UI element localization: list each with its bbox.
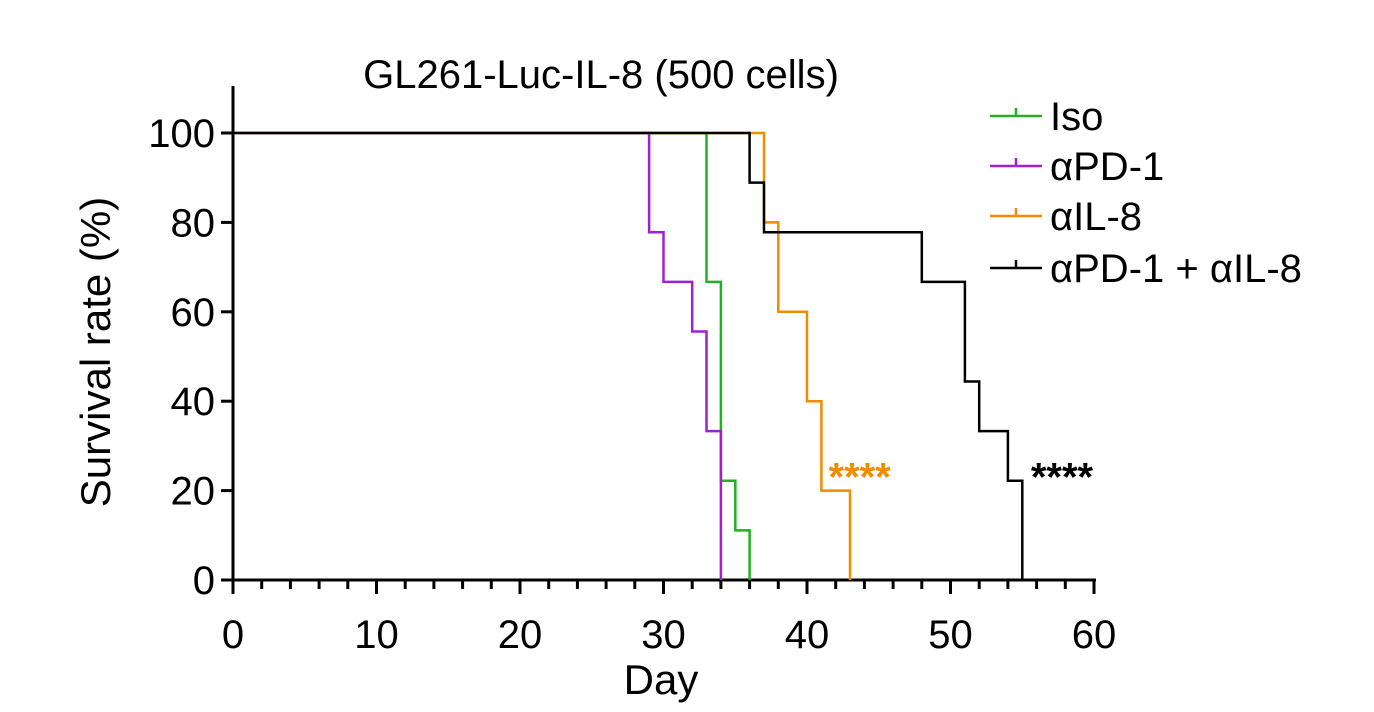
series-line-3 <box>233 131 1024 580</box>
annotation-layer: **** **** <box>829 455 1094 499</box>
legend-label: αPD-1 + αIL-8 <box>1050 247 1302 291</box>
significance-marker: **** <box>1031 455 1094 499</box>
x-axis-label: Day <box>624 656 699 703</box>
x-tick-label: 0 <box>222 613 244 657</box>
x-tick-label: 10 <box>354 613 399 657</box>
y-tick-label: 20 <box>171 470 216 514</box>
y-tick-label: 0 <box>193 559 215 603</box>
series-layer <box>233 131 1024 580</box>
y-axis-label: Survival rate (%) <box>72 197 119 507</box>
legend: Iso αPD-1 αIL-8 αPD-1 + αIL-8 <box>990 95 1302 291</box>
significance-marker: **** <box>829 455 892 499</box>
x-tick-label: 20 <box>498 613 543 657</box>
x-tick-label: 50 <box>928 613 973 657</box>
x-tick-label: 30 <box>641 613 686 657</box>
x-tick-label: 60 <box>1072 613 1117 657</box>
y-tick-label: 40 <box>171 380 216 424</box>
series-line-0 <box>233 131 751 580</box>
y-tick-label: 60 <box>171 291 216 335</box>
x-axis-ticks: 0 10 20 30 40 50 60 <box>222 580 1116 657</box>
legend-label: Iso <box>1050 95 1103 139</box>
y-axis-ticks: 0 20 40 60 80 100 <box>148 112 233 603</box>
legend-label: αPD-1 <box>1050 145 1164 189</box>
y-tick-label: 100 <box>148 112 215 156</box>
chart-title: GL261-Luc-IL-8 (500 cells) <box>363 53 839 97</box>
series-line-1 <box>233 131 723 580</box>
legend-label: αIL-8 <box>1050 195 1142 239</box>
x-tick-label: 40 <box>785 613 830 657</box>
y-tick-label: 80 <box>171 201 216 245</box>
series-line-2 <box>233 131 852 580</box>
